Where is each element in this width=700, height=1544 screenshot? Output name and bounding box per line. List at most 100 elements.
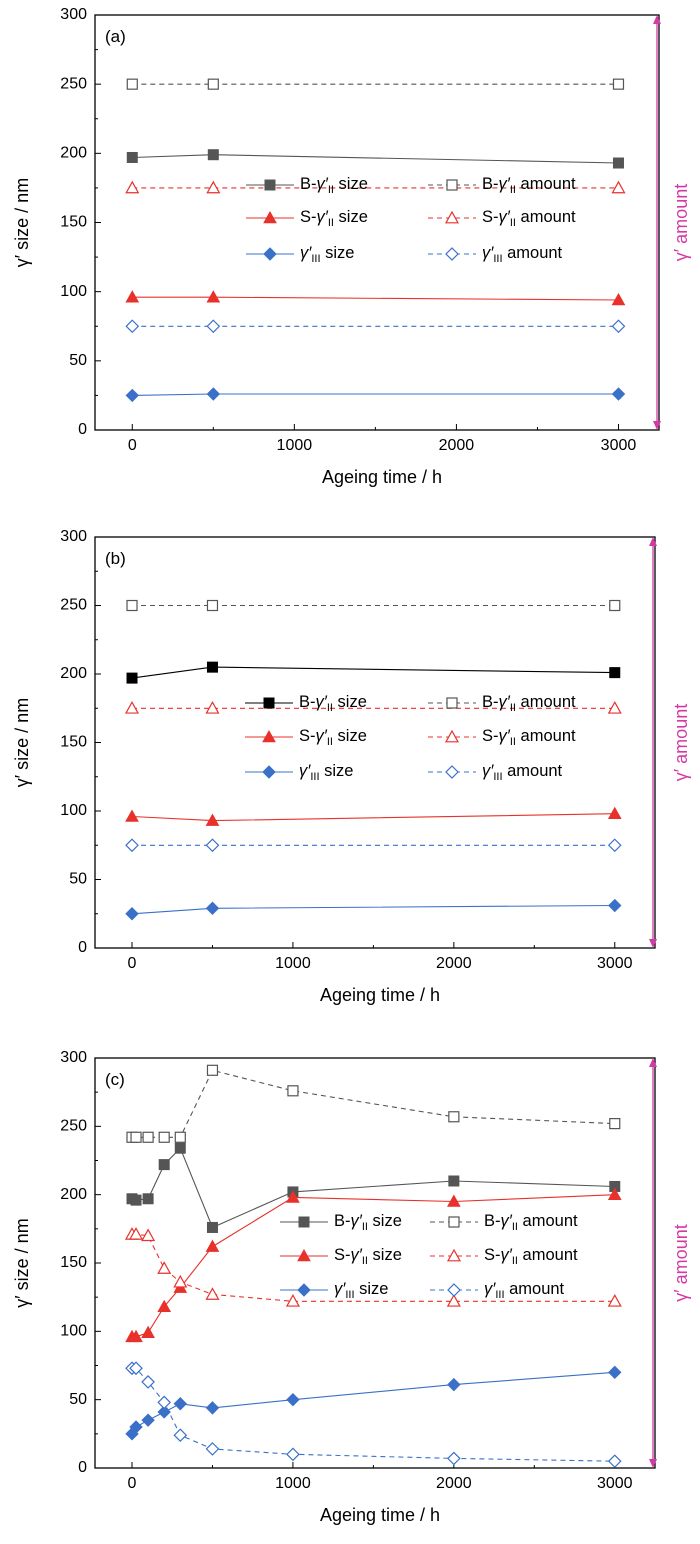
y-tick-label: 150 xyxy=(60,1254,87,1271)
legend-label: S-γ′II size xyxy=(334,1246,402,1267)
series xyxy=(125,806,622,826)
amount-arrowhead-bottom xyxy=(649,939,657,948)
panel-label: (c) xyxy=(105,1070,125,1089)
legend-symbol: γ′ xyxy=(484,1280,496,1298)
legend-label: γ′III size xyxy=(300,244,354,265)
legend-suffix: size xyxy=(333,727,367,745)
legend-suffix: size xyxy=(334,175,368,193)
data-point xyxy=(129,1420,143,1434)
legend-symbol: γ′ xyxy=(501,1246,513,1264)
legend-label: S-γ′II amount xyxy=(482,727,576,748)
legend-suffix: size xyxy=(355,1280,389,1298)
legend-marker xyxy=(446,179,458,191)
legend-label: B-γ′II amount xyxy=(482,175,576,196)
series xyxy=(125,387,626,403)
legend-marker xyxy=(447,1283,461,1297)
legend-subscript: III xyxy=(310,771,319,783)
legend-marker xyxy=(446,1248,462,1262)
legend-subscript: II xyxy=(510,736,516,748)
data-point xyxy=(448,1111,460,1123)
x-tick-label: 0 xyxy=(128,1475,137,1492)
legend-symbol: γ′ xyxy=(317,208,329,226)
data-point xyxy=(206,1064,219,1076)
series-line xyxy=(132,1367,615,1462)
legend-subscript: II xyxy=(327,736,333,748)
data-point xyxy=(607,1454,622,1469)
series xyxy=(124,1227,622,1307)
x-tick-label: 1000 xyxy=(275,955,311,972)
series-line xyxy=(131,1371,615,1435)
x-tick-label: 1000 xyxy=(277,437,313,454)
data-point xyxy=(612,78,625,90)
data-point xyxy=(608,898,622,913)
data-point xyxy=(130,1194,142,1206)
data-point xyxy=(130,1131,142,1143)
series-line xyxy=(132,1069,615,1138)
data-point xyxy=(446,1294,461,1307)
series xyxy=(126,149,624,169)
legend-marker xyxy=(263,247,277,261)
legend-symbol: γ′ xyxy=(317,175,329,193)
legend-suffix: size xyxy=(333,693,367,711)
data-point xyxy=(205,901,220,915)
data-point xyxy=(125,809,139,822)
data-point xyxy=(611,319,626,334)
legend-prefix: S- xyxy=(334,1246,351,1264)
legend-symbol: γ′ xyxy=(351,1212,363,1230)
legend-marker xyxy=(446,697,458,709)
data-point xyxy=(607,1187,622,1200)
data-point xyxy=(157,1299,172,1313)
data-point xyxy=(205,1442,220,1456)
data-point xyxy=(611,292,626,306)
data-point xyxy=(142,1131,154,1143)
amount-arrowhead-top xyxy=(649,537,657,546)
legend-symbol: γ′ xyxy=(482,762,494,780)
series-line xyxy=(131,904,615,915)
data-point xyxy=(206,319,221,334)
legend-suffix: amount xyxy=(503,244,563,262)
data-point xyxy=(141,1375,155,1389)
data-point xyxy=(141,1413,155,1427)
x-tick-label: 3000 xyxy=(597,1475,633,1492)
legend-subscript: II xyxy=(512,1255,518,1267)
data-point xyxy=(158,1159,170,1171)
legend-subscript: III xyxy=(493,253,502,265)
data-point xyxy=(448,1175,460,1187)
legend-symbol: γ′ xyxy=(334,1280,346,1298)
legend-subscript: II xyxy=(510,217,516,229)
data-point xyxy=(611,180,626,194)
series-line xyxy=(132,154,619,164)
series xyxy=(126,661,621,684)
legend-label: B-γ′II size xyxy=(334,1212,402,1233)
data-point xyxy=(141,1325,155,1338)
legend-label: B-γ′II size xyxy=(300,175,368,196)
legend-suffix: amount xyxy=(503,762,563,780)
legend-marker xyxy=(297,1283,311,1297)
series-line xyxy=(132,296,619,301)
data-point xyxy=(173,1397,187,1411)
legend-marker xyxy=(263,210,277,224)
legend-symbol: γ′ xyxy=(499,208,511,226)
legend-marker xyxy=(444,210,460,224)
data-point xyxy=(206,661,218,673)
y-tick-label: 50 xyxy=(69,1391,87,1408)
data-point xyxy=(129,1361,143,1376)
legend-subscript: II xyxy=(328,217,334,229)
data-point xyxy=(206,387,221,401)
legend-prefix: B- xyxy=(484,1212,501,1230)
data-point xyxy=(158,1131,170,1143)
legend-suffix: amount xyxy=(518,1246,578,1264)
data-point xyxy=(612,157,624,169)
legend-suffix: size xyxy=(368,1212,402,1230)
x-tick-label: 3000 xyxy=(601,437,637,454)
y-tick-label: 250 xyxy=(60,597,87,614)
legend-suffix: size xyxy=(321,244,355,262)
data-point xyxy=(285,1294,300,1307)
legend-label: B-γ′II amount xyxy=(484,1212,578,1233)
x-tick-label: 2000 xyxy=(436,1475,472,1492)
